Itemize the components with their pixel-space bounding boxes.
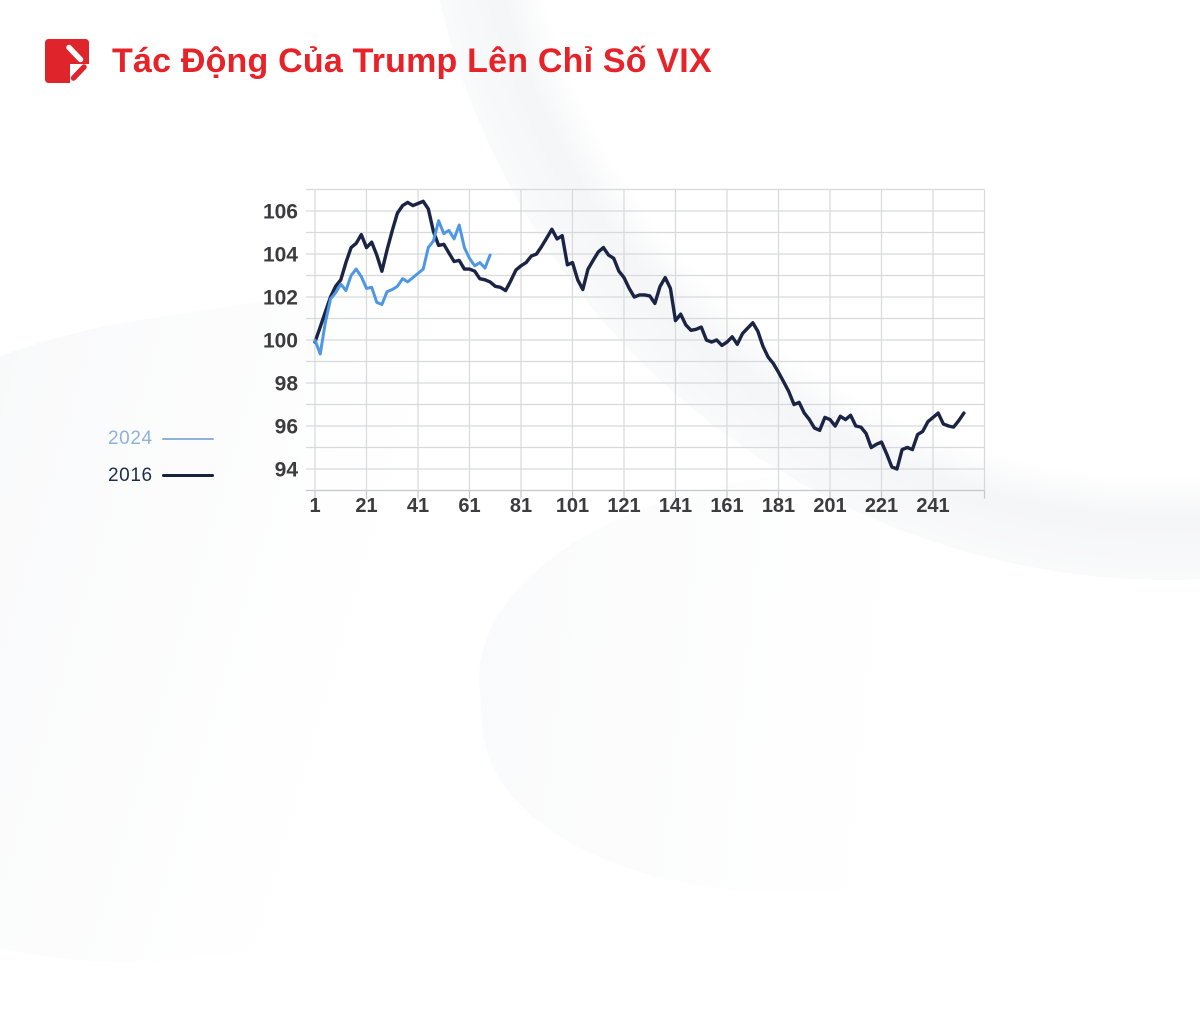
y-tick-label: 102 [263,287,298,310]
y-axis-labels: 94 96 98 100 102 104 106 [263,201,298,482]
y-tick-label: 104 [263,244,298,267]
brand-logo-icon [45,39,90,84]
x-tick-label: 21 [355,495,377,517]
legend-label: 2016 [108,464,153,486]
x-axis-labels: 1 21 41 61 81 101 121 141 161 181 201 221 241 [309,495,949,517]
x-tick-label: 81 [510,495,532,517]
page-title: Tác Động Của Trump Lên Chỉ Số VIX [112,41,712,80]
vix-comparison-chart: 94 96 98 100 102 104 106 1 21 41 61 81 101 121 141 161 1… [240,175,1020,555]
x-tick-label: 241 [916,495,949,517]
x-tick-label: 221 [865,495,898,517]
x-tick-label: 41 [407,495,429,517]
y-tick-label: 94 [275,459,299,482]
x-tick-label: 141 [659,495,692,517]
legend-line-swatch [161,437,214,440]
y-tick-label: 98 [275,373,299,396]
x-tick-label: 161 [710,495,743,517]
series-line-2016 [313,199,966,471]
x-tick-label: 181 [762,495,795,517]
v-gridlines [314,189,986,499]
legend-label: 2024 [108,427,153,449]
chart-legend: 2024 2016 [108,420,214,494]
legend-item-2016: 2016 [108,457,214,494]
x-tick-label: 201 [813,495,846,517]
legend-item-2024: 2024 [108,420,214,457]
x-tick-label: 1 [309,495,320,517]
y-tick-label: 100 [263,330,298,353]
x-tick-label: 101 [556,495,589,517]
y-tick-label: 106 [263,201,298,224]
x-tick-label: 61 [458,495,480,517]
x-tick-label: 121 [607,495,640,517]
series-line-2024 [313,219,492,356]
header: Tác Động Của Trump Lên Chỉ Số VIX [44,38,712,84]
legend-line-swatch [161,474,214,477]
y-tick-label: 96 [275,416,298,439]
